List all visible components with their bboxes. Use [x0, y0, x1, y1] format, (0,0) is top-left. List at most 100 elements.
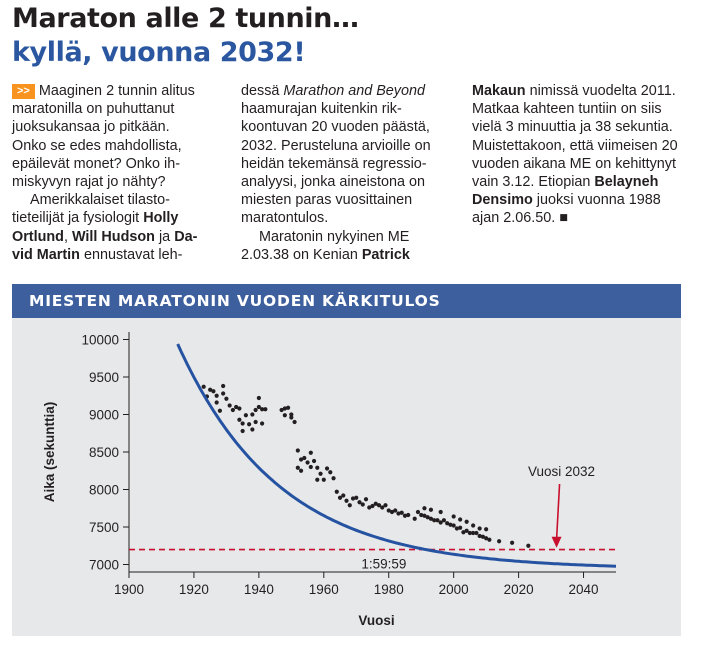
data-point — [386, 508, 391, 513]
data-point — [214, 400, 219, 405]
data-point — [389, 509, 395, 515]
data-point — [373, 501, 378, 506]
y-tick-label: 8000 — [89, 483, 119, 498]
data-point — [467, 530, 472, 536]
data-point — [477, 533, 482, 539]
data-point — [292, 419, 297, 425]
data-point — [298, 457, 304, 462]
data-point — [471, 523, 476, 528]
chart-title: MIESTEN MARATONIN VUODEN KÄRKITULOS — [12, 284, 681, 318]
article-column-3: Makaun nimissä vuodelta 2011. Matkaa kah… — [472, 82, 690, 228]
data-point — [331, 476, 336, 481]
data-point — [471, 530, 476, 536]
runner-name: Makaun — [472, 83, 526, 99]
x-tick-label: 2020 — [504, 582, 534, 597]
data-point — [334, 489, 339, 494]
y-tick-label: 10000 — [81, 333, 119, 348]
runner-name: Belayneh Densimo — [472, 174, 659, 209]
data-point — [454, 526, 460, 531]
data-point — [211, 389, 216, 394]
headline-line1: Maraton alle 2 tunnin… — [12, 3, 359, 34]
data-point — [250, 412, 255, 417]
data-point — [487, 537, 492, 542]
data-point — [250, 427, 255, 432]
data-point — [230, 407, 235, 413]
data-point — [396, 511, 401, 516]
data-point — [422, 506, 427, 511]
runner-name: Patrick — [361, 246, 410, 263]
data-point — [315, 477, 320, 482]
data-point — [422, 513, 427, 518]
data-point — [289, 412, 294, 417]
x-axis-label: Vuosi — [358, 613, 394, 628]
y-tick-label: 8500 — [89, 445, 119, 460]
headline-line2: kyllä, vuonna 2032! — [12, 37, 306, 68]
data-point — [247, 422, 252, 427]
data-point — [237, 406, 242, 411]
data-point — [289, 415, 294, 420]
data-point — [253, 407, 258, 413]
data-point — [477, 526, 482, 531]
data-point — [237, 417, 242, 422]
data-point — [253, 419, 258, 425]
data-point — [221, 391, 226, 396]
data-point — [328, 470, 333, 475]
x-tick-label: 1900 — [114, 582, 144, 597]
data-point — [344, 498, 349, 503]
data-point — [474, 530, 479, 536]
data-point — [298, 468, 304, 473]
researcher-name: Holly Ortlund — [12, 210, 179, 245]
data-point — [240, 421, 245, 426]
data-point — [243, 413, 248, 418]
data-point — [370, 503, 375, 509]
magazine-name: Marathon and Beyond — [283, 83, 426, 99]
data-point — [234, 404, 239, 410]
data-point — [461, 530, 466, 535]
data-point — [341, 493, 346, 498]
data-point — [311, 458, 317, 464]
x-tick-label: 1920 — [179, 582, 209, 597]
data-point — [295, 448, 300, 453]
data-point — [321, 477, 326, 482]
record-paragraph: Maratonin nykyinen ME 2.03.38 on Kenian … — [241, 228, 410, 263]
data-point — [227, 403, 232, 408]
data-point — [367, 505, 372, 510]
arrow-marker-icon: >> — [12, 84, 35, 99]
data-point — [221, 383, 226, 389]
record-continued-paragraph: Makaun nimissä vuodelta 2011. Matkaa kah… — [472, 83, 678, 227]
y-tick-label: 7000 — [89, 558, 119, 573]
data-point — [526, 543, 531, 548]
threshold-label: 1:59:59 — [361, 557, 406, 572]
researcher-name: Will Hudson — [71, 228, 155, 245]
data-point — [347, 503, 352, 508]
data-point — [308, 450, 313, 455]
data-point — [497, 539, 502, 544]
data-point — [458, 517, 463, 522]
chart-svg: 7000 7500 8000 8500 9000 9500 10000 1900 1920 194… — [42, 332, 617, 628]
data-point — [419, 512, 424, 518]
x-tick-label: 2000 — [439, 582, 469, 597]
data-point — [415, 509, 421, 515]
data-point — [240, 428, 245, 434]
data-point — [428, 507, 434, 512]
data-point — [451, 523, 456, 528]
article-column-2: dessä Marathon and Beyond haamurajan kuit… — [241, 82, 451, 264]
data-point — [350, 496, 356, 501]
data-point — [448, 522, 453, 527]
data-point — [308, 464, 313, 470]
data-point — [464, 528, 469, 533]
data-point — [260, 421, 265, 426]
y-tick-label: 7500 — [89, 520, 119, 535]
data-point — [324, 466, 330, 471]
data-point — [360, 502, 365, 507]
data-point — [402, 513, 408, 518]
data-point — [315, 465, 320, 470]
article-column-1: >> Maaginen 2 tunnin alitus maratonilla on… — [12, 82, 217, 264]
data-point — [412, 516, 417, 521]
data-point — [435, 518, 440, 523]
data-point — [380, 505, 385, 510]
y-tick-label: 9000 — [89, 408, 119, 423]
data-point — [441, 518, 447, 523]
researchers-paragraph: Amerikkalaiset tilasto-tieteilijät ja fy… — [12, 192, 198, 263]
annotation-label: Vuosi 2032 — [528, 464, 595, 479]
